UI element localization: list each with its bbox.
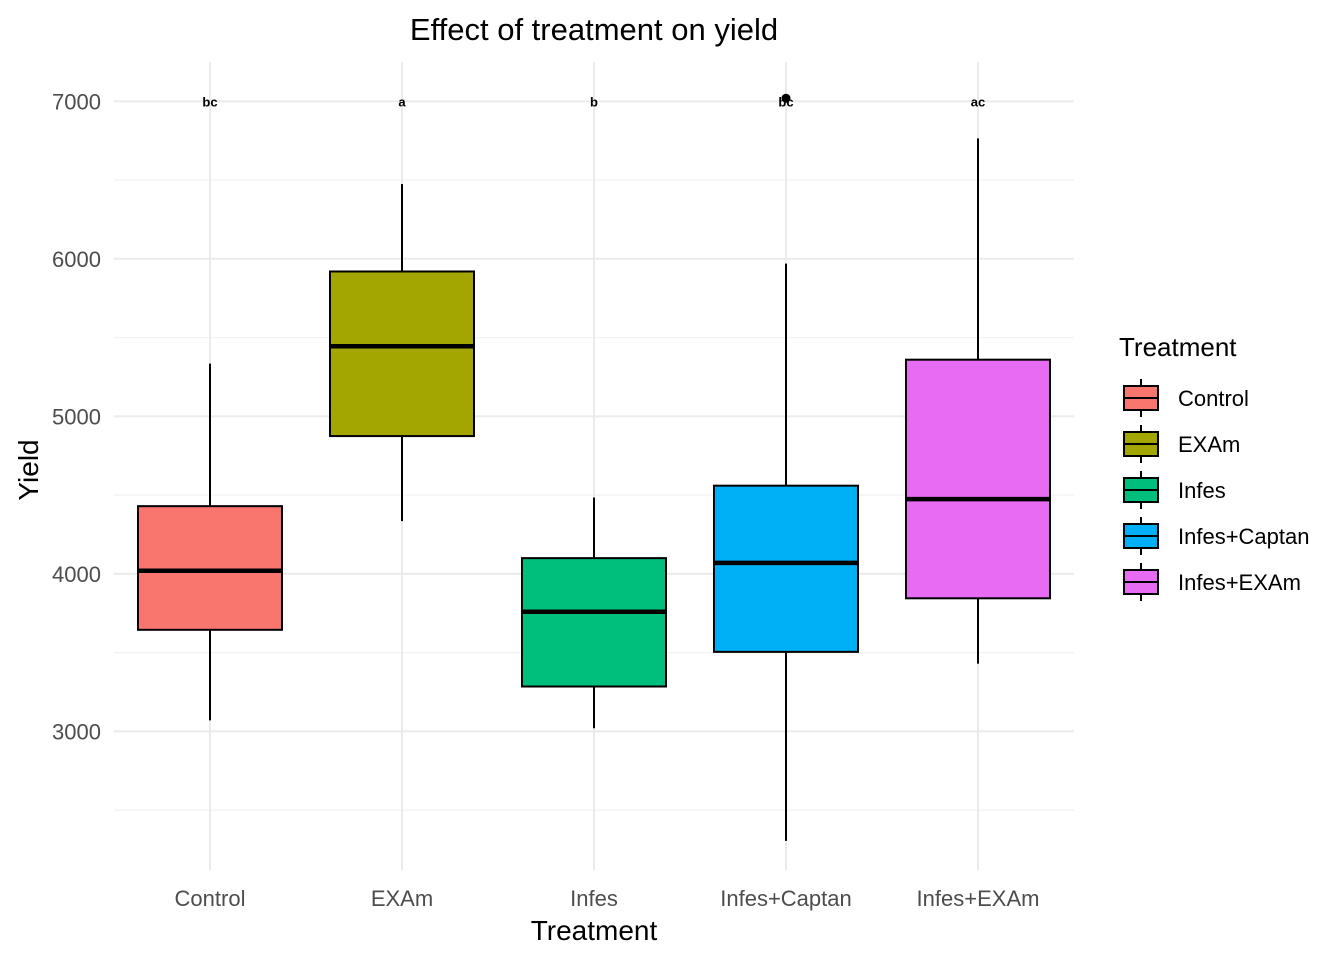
x-tick-label: Control [175,886,246,911]
legend-item: Infes [1123,471,1226,509]
y-tick-label: 6000 [52,247,101,272]
box-infes-exam [905,358,1051,600]
box-infes-captan [713,484,859,653]
legend: Treatment Control EXAm Infes Infes+Captan In… [1119,332,1309,601]
significance-letter: bc [778,94,793,109]
x-tick-label: Infes+EXAm [917,886,1040,911]
significance-letter: a [398,94,406,109]
y-tick-label: 5000 [52,404,101,429]
box-exam [329,270,475,438]
significance-letter: ac [971,94,985,109]
outlier-point [781,93,791,103]
y-axis-ticks: 3000 4000 5000 6000 7000 [52,89,101,744]
x-axis-title: Treatment [531,915,658,946]
legend-title: Treatment [1119,332,1237,362]
legend-item: EXAm [1123,425,1240,463]
significance-letter: b [590,94,598,109]
box-layer [137,93,1051,841]
legend-label: Infes [1178,478,1226,503]
x-tick-label: EXAm [371,886,433,911]
legend-label: Infes+EXAm [1178,570,1301,595]
legend-items: Control EXAm Infes Infes+Captan Infes+EXAm [1123,379,1309,601]
box-infes [521,557,667,688]
significance-letter: bc [202,94,217,109]
legend-item: Control [1123,379,1249,417]
legend-item: Infes+EXAm [1123,563,1301,601]
legend-label: Control [1178,386,1249,411]
y-tick-label: 7000 [52,89,101,114]
legend-item: Infes+Captan [1123,517,1309,555]
x-tick-label: Infes [570,886,618,911]
y-tick-label: 4000 [52,562,101,587]
legend-label: Infes+Captan [1178,524,1309,549]
significance-letters: bc a b bc ac [202,94,985,109]
legend-label: EXAm [1178,432,1240,457]
y-axis-title: Yield [13,439,44,500]
box-control [137,505,283,631]
x-tick-label: Infes+Captan [720,886,851,911]
chart-title: Effect of treatment on yield [410,12,778,47]
y-tick-label: 3000 [52,719,101,744]
x-axis-ticks: Control EXAm Infes Infes+Captan Infes+EXAm [175,886,1040,911]
